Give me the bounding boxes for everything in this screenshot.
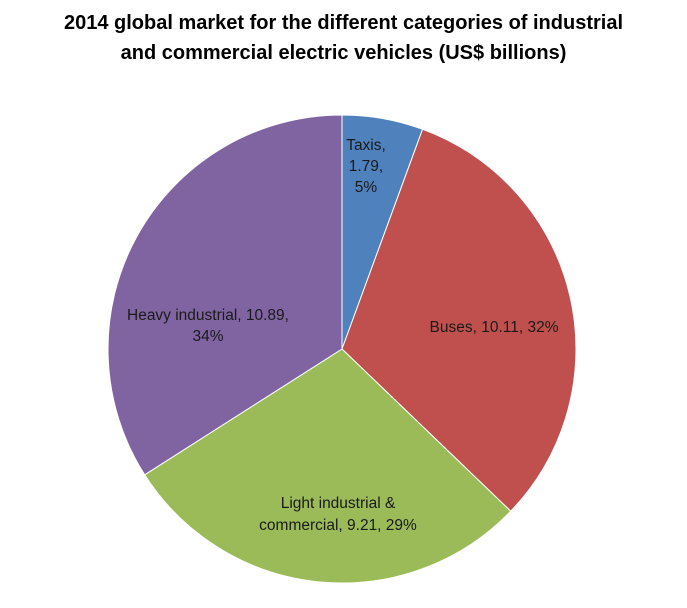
chart-title-line-1: 2014 global market for the different cat… bbox=[63, 12, 624, 34]
data-label-line: Heavy industrial, 10.89, bbox=[127, 307, 289, 324]
data-label-line: Taxis, bbox=[346, 137, 386, 154]
data-label-heavy-industrial: Heavy industrial, 10.89, 34% bbox=[127, 307, 289, 345]
data-label-line: Light industrial & bbox=[281, 495, 396, 512]
data-label-line: Buses, 10.11, 32% bbox=[430, 319, 559, 336]
data-label-line: 5% bbox=[355, 179, 378, 196]
data-label-taxis: Taxis, 1.79, 5% bbox=[346, 137, 386, 196]
pie-slice-buses bbox=[341, 128, 577, 512]
pie-labels: Taxis, 1.79, 5% Buses, 10.11, 32% Light indu… bbox=[127, 137, 559, 534]
chart-title: 2014 global market for the different cat… bbox=[0, 8, 687, 68]
data-label-line: 1.79, bbox=[349, 158, 383, 175]
pie-slice-heavy-industrial bbox=[107, 114, 343, 476]
chart-title-line-2: and commercial electric vehicles (US$ bi… bbox=[120, 42, 567, 64]
data-label-buses: Buses, 10.11, 32% bbox=[430, 319, 559, 336]
data-label-light-industrial-commercial: Light industrial & commercial, 9.21, 29% bbox=[259, 495, 417, 534]
pie-slices bbox=[107, 114, 577, 584]
pie-slice-light-industrial-commercial bbox=[143, 348, 512, 584]
data-label-line: commercial, 9.21, 29% bbox=[259, 517, 417, 534]
data-label-line: 34% bbox=[192, 328, 223, 345]
